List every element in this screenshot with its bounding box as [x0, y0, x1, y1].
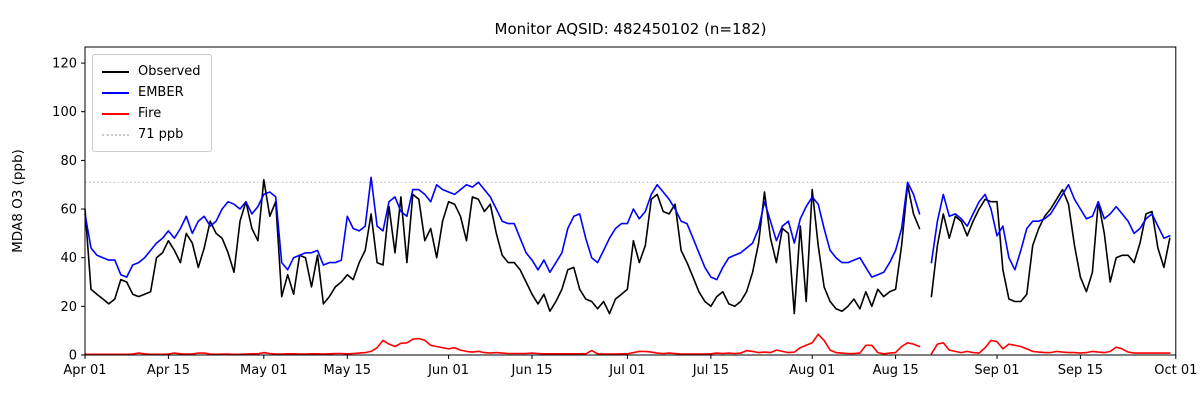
legend-line-sample: [102, 133, 129, 136]
legend-item-fire: Fire: [102, 103, 201, 124]
legend-item-71-ppb: 71 ppb: [102, 124, 201, 145]
x-tick-label: Jun 15: [511, 363, 553, 378]
x-tick-label: Apr 15: [147, 363, 190, 378]
y-tick-label: 60: [60, 203, 77, 218]
y-tick-label: 20: [60, 300, 77, 315]
y-tick-label: 40: [60, 251, 77, 266]
legend-item-ember: EMBER: [102, 82, 201, 103]
series-fire: [84, 333, 1171, 356]
legend-line-sample: [102, 91, 129, 94]
legend-line-sample: [102, 70, 129, 73]
y-tick-label: 0: [69, 349, 77, 364]
legend-line-sample: [102, 112, 129, 115]
series-observed: [84, 179, 1171, 315]
x-tick-label: Aug 15: [873, 363, 919, 378]
y-tick-label: 80: [60, 154, 77, 169]
x-tick-label: Apr 01: [63, 363, 106, 378]
y-axis-label: MDA8 O3 (ppb): [10, 149, 26, 253]
axes-frame: [84, 46, 1177, 356]
x-tick-label: Aug 01: [789, 363, 835, 378]
series-ember: [84, 176, 1171, 281]
x-tick-label: Sep 15: [1058, 363, 1103, 378]
x-tick-label: May 15: [324, 363, 372, 378]
y-tick-label: 120: [52, 57, 77, 72]
legend-label: 71 ppb: [138, 127, 184, 142]
chart-title: Monitor AQSID: 482450102 (n=182): [494, 20, 767, 38]
legend-label: Fire: [138, 106, 162, 121]
x-tick-label: Jul 15: [692, 363, 729, 378]
legend-label: EMBER: [138, 85, 184, 100]
legend: Observed EMBER Fire 71 ppb: [92, 54, 212, 152]
legend-item-observed: Observed: [102, 61, 201, 82]
x-tick-label: Sep 01: [974, 363, 1019, 378]
x-tick-label: Jul 01: [608, 363, 645, 378]
x-tick-label: Jun 01: [427, 363, 469, 378]
y-tick-label: 100: [52, 105, 77, 120]
x-tick-label: May 01: [240, 363, 288, 378]
legend-label: Observed: [138, 64, 201, 79]
x-tick-label: Oct 01: [1154, 363, 1197, 378]
